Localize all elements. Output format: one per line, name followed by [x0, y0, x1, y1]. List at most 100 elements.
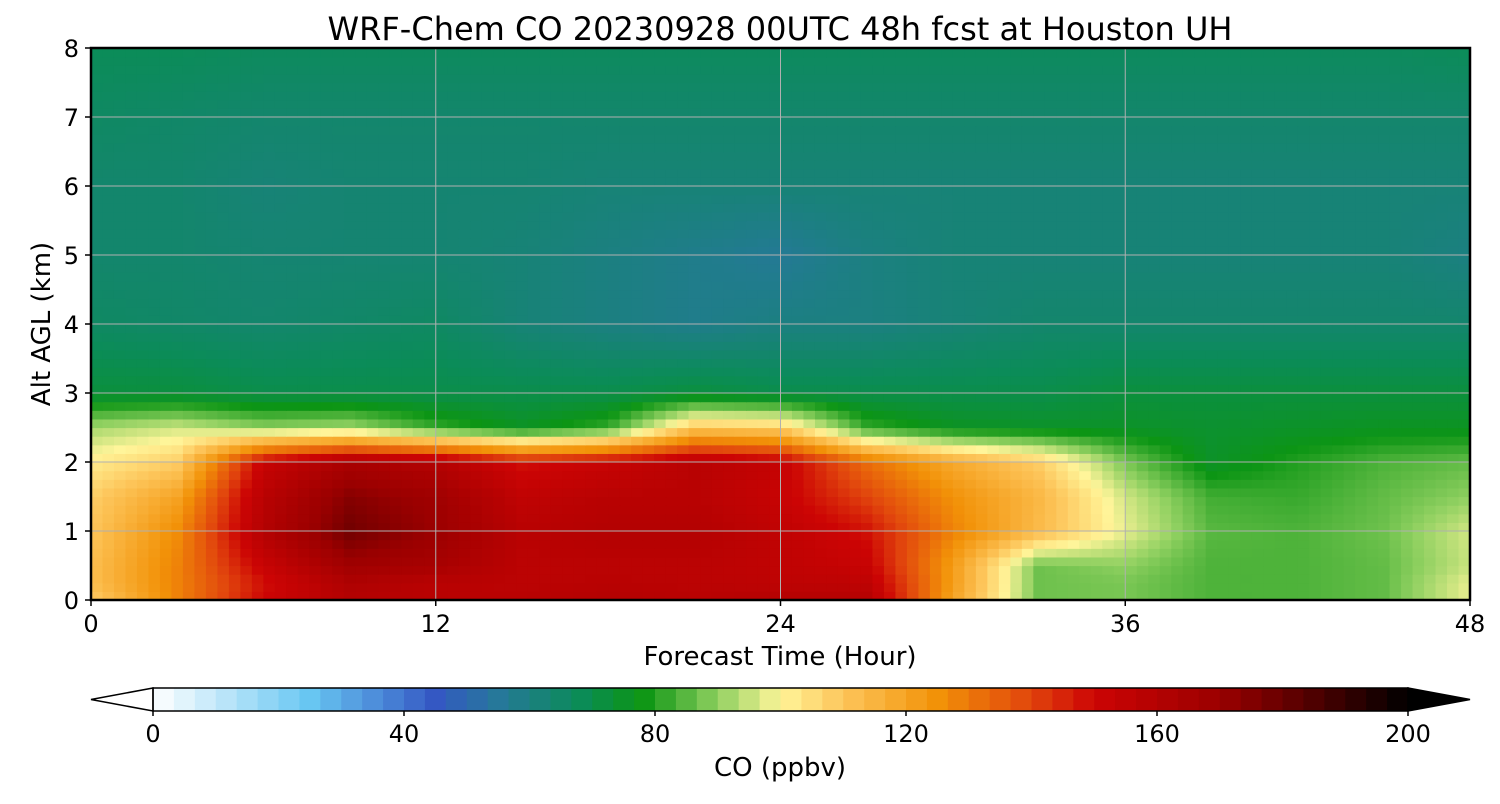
- heatmap-cell: [700, 367, 713, 377]
- heatmap-cell: [1286, 358, 1299, 368]
- heatmap-cell: [366, 255, 379, 265]
- heatmap-cell: [1171, 522, 1184, 532]
- heatmap-cell: [1113, 410, 1126, 420]
- heatmap-cell: [171, 263, 184, 273]
- heatmap-cell: [1125, 255, 1138, 265]
- heatmap-cell: [826, 539, 839, 549]
- heatmap-cell: [1389, 496, 1402, 506]
- heatmap-cell: [240, 470, 253, 480]
- heatmap-cell: [136, 306, 150, 316]
- heatmap-cell: [412, 531, 425, 541]
- heatmap-cell: [516, 332, 529, 342]
- heatmap-cell: [1412, 574, 1425, 584]
- heatmap-cell: [251, 384, 264, 394]
- heatmap-cell: [964, 401, 977, 411]
- heatmap-cell: [998, 565, 1011, 575]
- heatmap-cell: [734, 487, 747, 498]
- heatmap-cell: [91, 341, 104, 351]
- heatmap-cell: [1412, 522, 1425, 532]
- heatmap-cell: [320, 341, 333, 351]
- heatmap-cell: [447, 401, 460, 411]
- heatmap-cell: [734, 427, 747, 437]
- heatmap-cell: [1309, 255, 1322, 265]
- heatmap-cell: [136, 289, 150, 299]
- heatmap-cell: [481, 358, 494, 368]
- heatmap-cell: [1113, 418, 1126, 429]
- heatmap-cell: [1263, 479, 1276, 489]
- heatmap-cell: [217, 574, 230, 584]
- heatmap-cell: [665, 255, 678, 265]
- heatmap-cell: [527, 255, 540, 265]
- heatmap-cell: [734, 246, 747, 256]
- heatmap-cell: [136, 436, 150, 446]
- heatmap-cell: [791, 306, 805, 316]
- heatmap-cell: [1125, 505, 1138, 515]
- heatmap-cell: [998, 591, 1011, 600]
- heatmap-cell: [113, 367, 127, 377]
- heatmap-cell: [837, 462, 851, 472]
- heatmap-cell: [1424, 453, 1437, 463]
- heatmap-cell: [1033, 522, 1046, 532]
- heatmap-cell: [700, 332, 713, 342]
- heatmap-cell: [964, 565, 977, 575]
- heatmap-cell: [332, 393, 345, 403]
- heatmap-cell: [1136, 263, 1149, 273]
- heatmap-cell: [918, 263, 931, 273]
- heatmap-cell: [424, 591, 437, 600]
- heatmap-cell: [470, 263, 483, 273]
- heatmap-cell: [1309, 263, 1322, 273]
- heatmap-cell: [527, 462, 540, 472]
- heatmap-cell: [1079, 246, 1092, 256]
- heatmap-cell: [952, 574, 965, 584]
- heatmap-cell: [573, 444, 586, 454]
- heatmap-cell: [631, 462, 644, 472]
- heatmap-cell: [182, 462, 196, 472]
- heatmap-cell: [309, 444, 322, 454]
- heatmap-cell: [171, 401, 184, 411]
- heatmap-cell: [1056, 418, 1069, 429]
- heatmap-cell: [1217, 358, 1230, 368]
- heatmap-cell: [1366, 255, 1379, 265]
- heatmap-cell: [1263, 505, 1276, 515]
- heatmap-cell: [906, 263, 919, 273]
- heatmap-cell: [263, 522, 276, 532]
- heatmap-cell: [849, 358, 862, 368]
- heatmap-cell: [1263, 393, 1276, 403]
- heatmap-cell: [746, 556, 759, 567]
- heatmap-cell: [136, 582, 150, 592]
- heatmap-cell: [1102, 393, 1115, 403]
- heatmap-cell: [447, 487, 460, 498]
- heatmap-cell: [1274, 418, 1287, 429]
- heatmap-cell: [573, 470, 586, 480]
- heatmap-cell: [1389, 280, 1402, 291]
- heatmap-cell: [929, 565, 942, 575]
- heatmap-cell: [1355, 574, 1368, 584]
- heatmap-cell: [1389, 462, 1402, 472]
- heatmap-cell: [389, 574, 402, 584]
- heatmap-cell: [906, 548, 919, 558]
- heatmap-cell: [504, 591, 517, 600]
- heatmap-cell: [1228, 324, 1241, 334]
- heatmap-cell: [309, 298, 322, 308]
- heatmap-cell: [389, 306, 402, 316]
- heatmap-cell: [102, 401, 115, 411]
- heatmap-cell: [1148, 548, 1161, 558]
- heatmap-cell: [1424, 565, 1437, 575]
- heatmap-cell: [883, 487, 897, 498]
- heatmap-cell: [550, 401, 563, 411]
- heatmap-cell: [803, 349, 816, 360]
- heatmap-cell: [1205, 582, 1218, 592]
- heatmap-cell: [826, 367, 839, 377]
- heatmap-cell: [654, 332, 667, 342]
- heatmap-cell: [182, 574, 196, 584]
- heatmap-cell: [585, 255, 598, 265]
- heatmap-cell: [1067, 263, 1080, 273]
- heatmap-cell: [1274, 246, 1287, 256]
- heatmap-cell: [1067, 349, 1080, 360]
- heatmap-cell: [447, 513, 460, 523]
- heatmap-cell: [837, 556, 851, 567]
- heatmap-cell: [470, 479, 483, 489]
- heatmap-cell: [355, 513, 368, 523]
- heatmap-cell: [562, 444, 575, 454]
- heatmap-cell: [585, 427, 598, 437]
